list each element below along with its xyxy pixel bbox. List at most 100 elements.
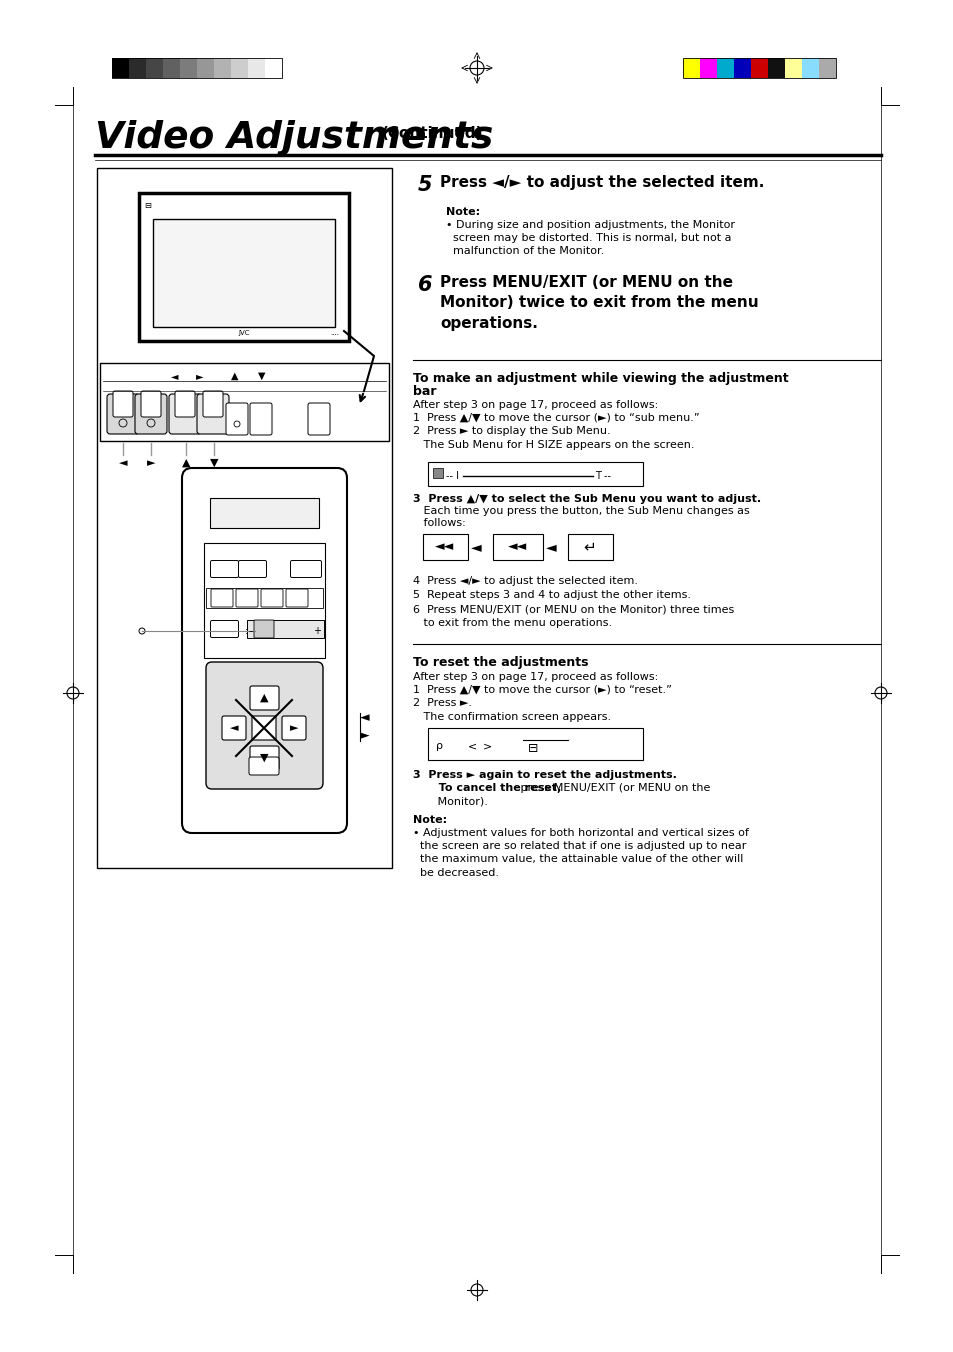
Text: ►: ► — [360, 730, 370, 742]
Text: Monitor).: Monitor). — [427, 796, 487, 806]
Bar — [767, 58, 784, 78]
Text: 5: 5 — [417, 174, 432, 195]
Text: -- I: -- I — [446, 470, 458, 481]
Text: After step 3 on page 17, proceed as follows:: After step 3 on page 17, proceed as foll… — [413, 672, 658, 681]
Bar — [100, 362, 389, 441]
Text: Press ◄/► to adjust the selected item.: Press ◄/► to adjust the selected item. — [439, 174, 763, 191]
FancyBboxPatch shape — [238, 561, 266, 577]
Text: ▲: ▲ — [182, 458, 190, 468]
Text: ◄: ◄ — [118, 458, 127, 468]
Text: ◄: ◄ — [230, 723, 238, 733]
Text: 1  Press ▲/▼ to move the cursor (►) to “reset.”
2  Press ►.
   The confirmation : 1 Press ▲/▼ to move the cursor (►) to “r… — [413, 684, 671, 722]
Bar — [204, 544, 325, 658]
FancyBboxPatch shape — [211, 561, 238, 577]
FancyBboxPatch shape — [182, 468, 347, 833]
Text: ▼: ▼ — [210, 458, 218, 468]
FancyBboxPatch shape — [261, 589, 283, 607]
Bar — [206, 588, 323, 608]
Text: follows:: follows: — [413, 518, 465, 529]
Text: To make an adjustment while viewing the adjustment: To make an adjustment while viewing the … — [413, 372, 788, 385]
Bar — [213, 58, 231, 78]
FancyBboxPatch shape — [206, 662, 323, 790]
Text: To cancel the reset,: To cancel the reset, — [427, 783, 560, 794]
Text: ◄: ◄ — [470, 539, 481, 554]
Text: ρ: ρ — [436, 741, 442, 750]
FancyBboxPatch shape — [211, 621, 238, 638]
Text: ◄◄: ◄◄ — [435, 541, 455, 553]
Text: ↵: ↵ — [583, 539, 596, 554]
Text: ◄: ◄ — [172, 370, 178, 381]
Text: To reset the adjustments: To reset the adjustments — [413, 656, 588, 669]
FancyBboxPatch shape — [141, 391, 161, 416]
Text: +: + — [313, 626, 320, 635]
FancyBboxPatch shape — [250, 746, 278, 771]
Bar — [97, 168, 392, 868]
Text: • During size and position adjustments, the Monitor
  screen may be distorted. T: • During size and position adjustments, … — [446, 220, 734, 257]
Text: ▲: ▲ — [259, 694, 268, 703]
Text: <: < — [468, 741, 476, 750]
Bar — [733, 58, 750, 78]
FancyBboxPatch shape — [112, 391, 132, 416]
Text: ◄: ◄ — [360, 711, 370, 725]
Text: ⊟: ⊟ — [144, 201, 151, 210]
Text: Note:: Note: — [413, 815, 447, 825]
Text: 6: 6 — [417, 274, 432, 295]
Text: press MENU/EXIT (or MENU on the: press MENU/EXIT (or MENU on the — [517, 783, 710, 794]
Bar — [428, 727, 642, 760]
Bar — [231, 58, 248, 78]
Bar — [210, 498, 318, 529]
Text: :: : — [245, 626, 248, 635]
Bar — [112, 58, 282, 78]
Text: 3  Press ► again to reset the adjustments.: 3 Press ► again to reset the adjustments… — [413, 771, 677, 780]
FancyBboxPatch shape — [196, 393, 229, 434]
Bar — [196, 58, 213, 78]
Text: Press MENU/EXIT (or MENU on the
Monitor) twice to exit from the menu
operations.: Press MENU/EXIT (or MENU on the Monitor)… — [439, 274, 758, 331]
Bar — [567, 534, 613, 560]
Text: ▲: ▲ — [231, 370, 238, 381]
Text: bar: bar — [413, 385, 436, 397]
Bar — [422, 534, 468, 560]
FancyBboxPatch shape — [249, 757, 278, 775]
Text: After step 3 on page 17, proceed as follows:: After step 3 on page 17, proceed as foll… — [413, 400, 658, 410]
Bar — [129, 58, 146, 78]
Bar — [682, 58, 835, 78]
Text: ⊟: ⊟ — [527, 741, 537, 754]
Text: 1  Press ▲/▼ to move the cursor (►) to “sub menu.”
2  Press ► to display the Sub: 1 Press ▲/▼ to move the cursor (►) to “s… — [413, 412, 699, 450]
Bar — [180, 58, 196, 78]
FancyBboxPatch shape — [107, 393, 139, 434]
FancyBboxPatch shape — [222, 717, 246, 740]
FancyBboxPatch shape — [282, 717, 306, 740]
Text: (Continued): (Continued) — [381, 126, 483, 141]
Text: ◄◄: ◄◄ — [508, 541, 527, 553]
FancyBboxPatch shape — [169, 393, 201, 434]
Bar — [717, 58, 733, 78]
Bar — [265, 58, 282, 78]
FancyBboxPatch shape — [286, 589, 308, 607]
Text: • Adjustment values for both horizontal and vertical sizes of
  the screen are s: • Adjustment values for both horizontal … — [413, 827, 748, 877]
Text: JVC: JVC — [238, 330, 250, 337]
FancyBboxPatch shape — [253, 621, 274, 638]
Bar — [433, 468, 442, 479]
FancyBboxPatch shape — [203, 391, 223, 416]
Bar — [784, 58, 801, 78]
Bar — [163, 58, 180, 78]
Text: ◄: ◄ — [545, 539, 556, 554]
FancyBboxPatch shape — [235, 589, 257, 607]
FancyBboxPatch shape — [308, 403, 330, 435]
Text: ►: ► — [196, 370, 204, 381]
Text: Each time you press the button, the Sub Menu changes as: Each time you press the button, the Sub … — [413, 506, 749, 516]
FancyBboxPatch shape — [250, 685, 278, 710]
Text: ▼: ▼ — [259, 753, 268, 763]
Bar — [139, 193, 349, 341]
Text: –: – — [249, 626, 253, 635]
Bar — [682, 58, 700, 78]
Bar — [146, 58, 163, 78]
Text: ....: .... — [330, 330, 338, 337]
FancyBboxPatch shape — [291, 561, 321, 577]
Text: Note:: Note: — [446, 207, 479, 218]
FancyBboxPatch shape — [211, 589, 233, 607]
FancyBboxPatch shape — [252, 717, 275, 740]
FancyBboxPatch shape — [135, 393, 167, 434]
Bar — [248, 58, 265, 78]
Text: 3  Press ▲/▼ to select the Sub Menu you want to adjust.: 3 Press ▲/▼ to select the Sub Menu you w… — [413, 493, 760, 504]
